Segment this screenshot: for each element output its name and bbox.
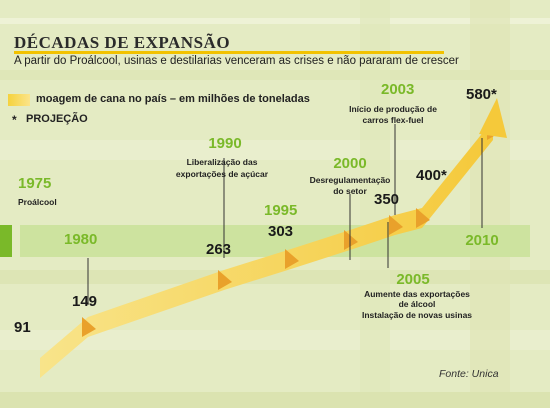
event-label-1990-0: Liberalização das: [187, 157, 258, 167]
value-label-1990: 263: [206, 241, 231, 258]
ribbon-fold-1990: [218, 270, 232, 290]
event-label-2005-1: de álcool: [399, 299, 436, 309]
ribbon-fold-2000: [344, 230, 358, 250]
year-label-1990: 1990: [208, 135, 241, 152]
ribbon-arrowhead: [479, 98, 507, 138]
year-label-2000: 2000: [333, 155, 366, 172]
value-label-2005: 400*: [416, 167, 447, 184]
value-label-1980: 149: [72, 293, 97, 310]
year-label-2010: 2010: [465, 232, 498, 249]
value-label-2000: 350: [374, 191, 399, 208]
year-label-2003: 2003: [381, 81, 414, 98]
ribbon-band: [40, 120, 493, 378]
tick-layer: [87, 124, 483, 305]
event-label-2005-2: Instalação de novas usinas: [362, 310, 472, 320]
event-label-2005-0: Aumente das exportações: [364, 289, 470, 299]
year-label-2005: 2005: [396, 271, 429, 288]
legend-series-label: moagem de cana no país – em milhões de t…: [36, 93, 310, 105]
event-label-2003-0: Início de produção de: [349, 104, 437, 114]
year-label-1980: 1980: [64, 231, 97, 248]
ribbon-fold-2005: [416, 208, 430, 228]
event-label-2000-1: do setor: [333, 186, 367, 196]
ribbon-fold-1995: [285, 249, 299, 269]
event-label-1975-0: Proálcool: [18, 197, 57, 207]
value-label-1995: 303: [268, 223, 293, 240]
ribbon-fold-1980: [82, 317, 96, 337]
ribbon-fold-2003: [389, 215, 403, 235]
value-label-1975: 91: [14, 319, 31, 336]
event-label-1990-1: exportações de açúcar: [176, 169, 269, 179]
legend-projection-marker: *: [12, 113, 17, 127]
legend-swatch-ribbon: [8, 94, 30, 106]
source-note: Fonte: Unica: [439, 368, 499, 380]
title-underline: [14, 51, 444, 54]
value-label-2010: 580*: [466, 86, 497, 103]
year-label-1995: 1995: [264, 202, 297, 219]
year-label-1975: 1975: [18, 175, 51, 192]
event-label-2000-0: Desregulamentação: [310, 175, 391, 185]
legend-projection-label: PROJEÇÃO: [26, 113, 88, 125]
chart-subtitle: A partir do Proálcool, usinas e destilar…: [14, 55, 459, 67]
label-layer: 1975 Proálcool 1980 1990 Liberalização das ex…: [14, 81, 499, 336]
chart-title: DÉCADAS DE EXPANSÃO: [14, 33, 231, 52]
event-label-2003-1: carros flex-fuel: [363, 115, 424, 125]
ribbon-layer: [40, 98, 507, 378]
